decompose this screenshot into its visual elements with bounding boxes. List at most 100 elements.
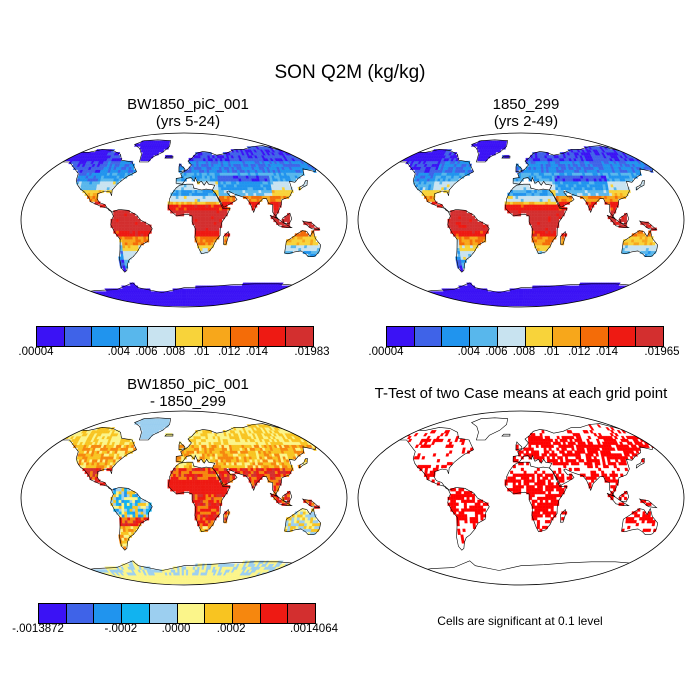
grid-cell (541, 175, 545, 179)
grid-cell (321, 155, 328, 159)
grid-cell (197, 201, 201, 205)
grid-cell (82, 297, 91, 301)
grid-cell (399, 155, 405, 159)
grid-cell (299, 236, 304, 240)
grid-cell (118, 233, 122, 237)
grid-cell (571, 186, 575, 191)
grid-cell (585, 198, 589, 202)
grid-cell (258, 192, 262, 196)
grid-cell (231, 184, 235, 188)
grid-cell (129, 218, 133, 223)
grid-cell (544, 242, 549, 246)
grid-cell (461, 213, 465, 217)
grid-cell (468, 282, 473, 286)
grid-cell (407, 297, 416, 301)
grid-cell (526, 186, 530, 191)
grid-cell (545, 230, 549, 234)
grid-cell (210, 198, 214, 202)
grid-cell (520, 189, 524, 194)
grid-cell (452, 210, 457, 214)
grid-cell (516, 291, 520, 295)
grid-cell (409, 297, 418, 301)
grid-cell (248, 300, 256, 304)
grid-cell (201, 166, 205, 170)
grid-cell (181, 201, 185, 205)
grid-cell (417, 302, 431, 307)
grid-cell (553, 221, 557, 225)
grid-cell (595, 300, 605, 304)
grid-cell (585, 300, 593, 304)
grid-cell (531, 192, 535, 196)
grid-cell (213, 230, 217, 234)
grid-cell (636, 285, 642, 289)
grid-cell (480, 230, 484, 234)
grid-cell (183, 195, 187, 199)
grid-cell (211, 218, 215, 223)
grid-cell (556, 215, 560, 220)
grid-cell (545, 213, 549, 217)
grid-cell (523, 198, 527, 202)
grid-cell (197, 207, 201, 211)
grid-cell (218, 195, 222, 199)
grid-cell (543, 175, 548, 179)
grid-cell (428, 300, 437, 304)
grid-cell (121, 233, 125, 237)
grid-cell (544, 247, 548, 252)
grid-cell (528, 210, 533, 214)
grid-cell (272, 302, 286, 307)
grid-cell (526, 192, 530, 196)
grid-cell (194, 215, 198, 220)
grid-cell (510, 198, 514, 202)
grid-cell (520, 288, 524, 292)
grid-cell (406, 300, 417, 304)
grid-cell (121, 213, 125, 217)
grid-cell (535, 163, 539, 167)
grid-cell (66, 297, 74, 301)
grid-cell (126, 233, 131, 237)
grid-cell (118, 221, 122, 225)
grid-cell (112, 302, 122, 307)
grid-cell (88, 302, 101, 307)
grid-cell (273, 210, 277, 214)
grid-cell (506, 155, 510, 159)
grid-cell (175, 291, 178, 295)
grid-cell (302, 239, 306, 243)
grid-cell (405, 291, 413, 295)
grid-cell (396, 291, 404, 295)
grid-cell (183, 192, 187, 196)
grid-cell (277, 302, 291, 307)
grid-cell (202, 227, 206, 231)
grid-cell (86, 297, 95, 301)
grid-cell (434, 300, 442, 304)
grid-cell (463, 213, 467, 217)
grid-cell (582, 189, 586, 194)
grid-cell (194, 192, 198, 196)
grid-cell (217, 178, 221, 182)
grid-cell (550, 218, 554, 223)
grid-cell (275, 201, 279, 205)
grid-cell (194, 210, 198, 214)
grid-cell (84, 297, 93, 301)
grid-cell (642, 236, 646, 240)
grid-cell (101, 302, 112, 307)
grid-cell (611, 294, 618, 298)
grid-cell (550, 201, 554, 205)
grid-cell (270, 297, 278, 301)
grid-cell (528, 175, 532, 179)
grid-cell (403, 297, 411, 301)
grid-cell (315, 242, 319, 246)
grid-cell (429, 198, 433, 202)
grid-cell (593, 302, 604, 307)
grid-cell (439, 300, 448, 304)
grid-cell (503, 143, 507, 147)
grid-cell (549, 175, 553, 179)
grid-cell (551, 175, 555, 179)
grid-cell (585, 302, 595, 307)
grid-cell (531, 221, 535, 225)
grid-cell (213, 207, 217, 211)
grid-cell (191, 172, 195, 176)
grid-cell (222, 175, 226, 179)
grid-cell (512, 195, 516, 199)
grid-cell (482, 230, 486, 234)
grid-cell (197, 230, 201, 234)
